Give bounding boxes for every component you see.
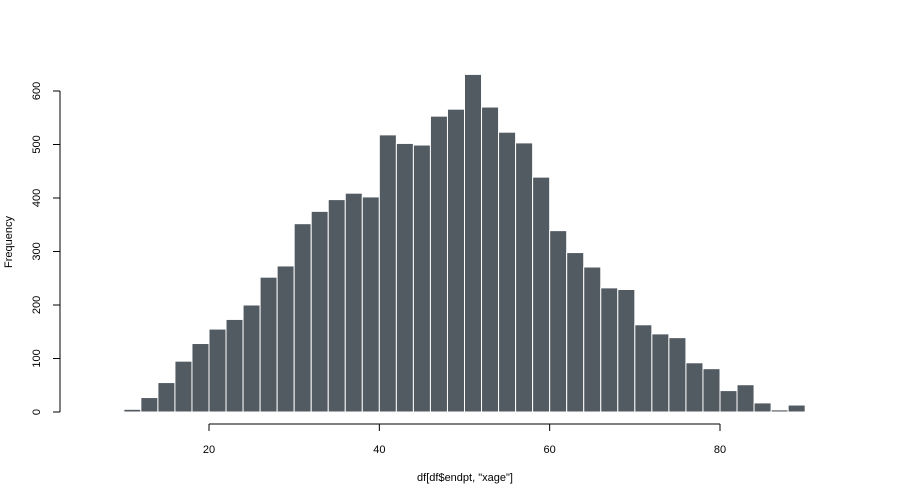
y-tick-label: 500	[31, 135, 43, 153]
y-axis-title: Frequency	[3, 216, 15, 268]
x-axis: 20 40 60 80	[203, 423, 726, 456]
histogram-bars	[123, 73, 806, 413]
histogram-bar	[259, 276, 278, 413]
histogram-bar	[481, 106, 500, 413]
histogram-bar	[702, 368, 721, 413]
histogram-bar	[651, 333, 670, 413]
histogram-bar	[464, 73, 483, 413]
histogram-bar	[327, 199, 346, 413]
histogram-bar	[787, 404, 806, 413]
histogram-bar	[549, 230, 568, 413]
x-tick-label: 60	[544, 444, 556, 456]
y-tick-label: 600	[31, 82, 43, 100]
histogram-bar	[753, 402, 772, 413]
histogram-bar	[515, 142, 534, 413]
histogram-bar	[191, 343, 210, 413]
histogram-bar	[498, 131, 517, 413]
histogram-bar	[429, 115, 448, 413]
y-tick-label: 200	[31, 296, 43, 314]
histogram-bar	[600, 287, 619, 413]
histogram-bar	[412, 144, 431, 413]
histogram-bar	[140, 397, 159, 413]
histogram-bar	[293, 223, 312, 413]
histogram-bar	[583, 266, 602, 413]
x-tick-label: 20	[203, 444, 215, 456]
histogram-bar	[208, 328, 227, 413]
histogram-bar	[276, 265, 295, 413]
histogram-bar	[685, 362, 704, 413]
y-tick-label: 300	[31, 242, 43, 260]
histogram-bar	[719, 390, 738, 413]
y-tick-label: 100	[31, 349, 43, 367]
histogram-bar	[736, 384, 755, 413]
x-axis-title: df[df$endpt, "xage"]	[417, 472, 513, 484]
histogram-bar	[617, 288, 636, 413]
x-tick-label: 40	[373, 444, 385, 456]
y-tick-label: 400	[31, 189, 43, 207]
histogram-bar	[174, 360, 193, 413]
histogram-bar	[242, 304, 261, 413]
x-tick-label: 80	[714, 444, 726, 456]
histogram-bar	[123, 408, 142, 413]
histogram-bar	[378, 134, 397, 413]
histogram-bar	[344, 192, 363, 413]
histogram-bar	[446, 108, 466, 413]
histogram-bar	[310, 210, 329, 413]
histogram-bar	[532, 176, 551, 413]
histogram-bar	[634, 324, 653, 413]
histogram-bar	[770, 409, 789, 413]
histogram-bar	[361, 196, 380, 413]
histogram-bar	[395, 142, 414, 413]
histogram-bar	[225, 318, 244, 413]
histogram-bar	[157, 382, 176, 413]
histogram-bar	[566, 252, 585, 413]
y-axis: 0 100 200 300 400 500 600	[31, 82, 61, 415]
histogram-bar	[668, 337, 687, 413]
y-tick-label: 0	[31, 409, 43, 415]
